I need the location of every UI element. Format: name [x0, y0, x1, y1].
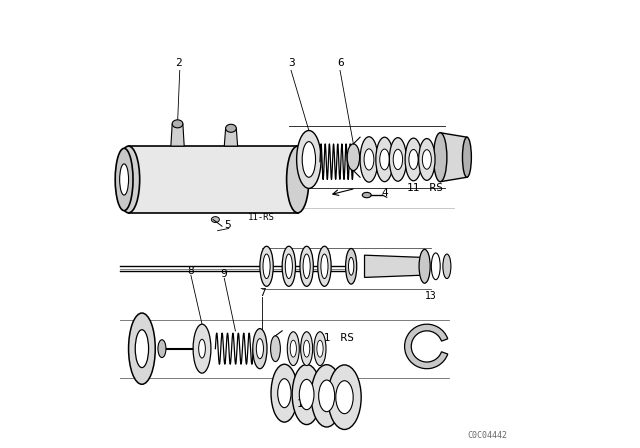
Wedge shape — [404, 324, 448, 369]
Ellipse shape — [443, 254, 451, 279]
Ellipse shape — [389, 138, 406, 181]
Ellipse shape — [135, 330, 148, 368]
Ellipse shape — [198, 339, 205, 358]
Ellipse shape — [422, 150, 431, 169]
Ellipse shape — [376, 137, 394, 182]
Ellipse shape — [117, 146, 140, 213]
Polygon shape — [224, 128, 237, 146]
Text: 3: 3 — [288, 58, 294, 68]
Ellipse shape — [318, 246, 331, 286]
Ellipse shape — [302, 142, 316, 177]
Ellipse shape — [364, 149, 374, 170]
Text: RS: RS — [326, 333, 354, 343]
Ellipse shape — [346, 249, 356, 284]
Ellipse shape — [317, 340, 323, 357]
Text: 5: 5 — [224, 220, 231, 230]
Ellipse shape — [319, 380, 335, 412]
Ellipse shape — [380, 149, 389, 170]
Ellipse shape — [336, 381, 353, 414]
Ellipse shape — [300, 246, 314, 286]
Ellipse shape — [271, 336, 280, 362]
Ellipse shape — [321, 254, 328, 279]
Ellipse shape — [311, 365, 342, 427]
Text: 10: 10 — [297, 400, 310, 409]
Ellipse shape — [419, 250, 430, 283]
Ellipse shape — [463, 137, 472, 177]
Text: 4: 4 — [381, 189, 388, 198]
Ellipse shape — [260, 246, 273, 286]
Ellipse shape — [431, 253, 440, 280]
Ellipse shape — [347, 144, 360, 171]
Polygon shape — [440, 133, 467, 182]
Ellipse shape — [393, 149, 403, 170]
Polygon shape — [171, 124, 184, 146]
Ellipse shape — [292, 365, 321, 425]
Text: 1: 1 — [115, 186, 121, 196]
Ellipse shape — [253, 329, 267, 369]
Text: RS: RS — [416, 183, 443, 193]
Ellipse shape — [211, 217, 220, 223]
Ellipse shape — [405, 138, 422, 181]
Ellipse shape — [409, 150, 418, 169]
Ellipse shape — [433, 133, 447, 182]
Ellipse shape — [263, 254, 270, 279]
Polygon shape — [365, 255, 422, 277]
Ellipse shape — [271, 364, 298, 422]
Ellipse shape — [360, 137, 378, 182]
Text: 6: 6 — [337, 58, 344, 68]
Ellipse shape — [129, 313, 156, 384]
Ellipse shape — [120, 164, 129, 195]
Ellipse shape — [287, 146, 309, 213]
Text: 11-RS: 11-RS — [248, 213, 275, 223]
Text: 11: 11 — [407, 183, 420, 193]
Ellipse shape — [419, 138, 435, 181]
Ellipse shape — [303, 254, 310, 279]
Text: 7: 7 — [259, 288, 266, 298]
Ellipse shape — [303, 340, 310, 357]
Ellipse shape — [278, 379, 291, 408]
Ellipse shape — [172, 120, 183, 128]
Text: 13: 13 — [424, 291, 436, 301]
Ellipse shape — [257, 339, 264, 359]
Ellipse shape — [300, 379, 314, 409]
Text: 8: 8 — [188, 266, 194, 276]
Text: C0C04442: C0C04442 — [467, 431, 507, 439]
Ellipse shape — [349, 258, 354, 275]
Text: 9: 9 — [221, 269, 227, 279]
Ellipse shape — [290, 340, 296, 357]
Ellipse shape — [115, 148, 133, 211]
Ellipse shape — [287, 332, 300, 366]
Ellipse shape — [226, 124, 236, 132]
Ellipse shape — [362, 192, 371, 198]
Ellipse shape — [301, 332, 313, 366]
Text: 2: 2 — [175, 58, 182, 68]
Ellipse shape — [296, 130, 321, 188]
Ellipse shape — [282, 246, 296, 286]
Ellipse shape — [158, 340, 166, 358]
Polygon shape — [129, 146, 298, 213]
Ellipse shape — [328, 365, 361, 430]
Ellipse shape — [285, 254, 292, 279]
Ellipse shape — [314, 332, 326, 366]
Ellipse shape — [193, 324, 211, 373]
Text: 11: 11 — [318, 333, 332, 343]
